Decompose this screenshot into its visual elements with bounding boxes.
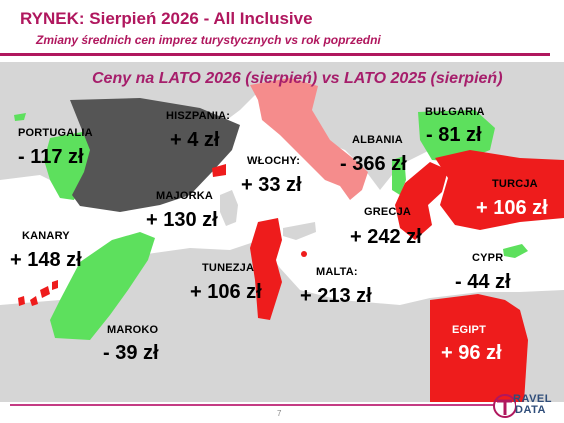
logo-text-line2: DATA <box>515 404 546 416</box>
africa-land <box>0 240 564 402</box>
portugalia-value: - 117 zł <box>18 146 84 168</box>
turcja-value: + 106 zł <box>476 197 548 219</box>
page-subtitle: Zmiany średnich cen imprez turystycznych… <box>36 33 381 47</box>
mediterranean-map <box>0 62 564 402</box>
greece-region <box>395 162 448 240</box>
albania-value: - 366 zł <box>340 153 407 175</box>
majorka-label: MAJORKA <box>156 190 214 202</box>
egipt-label: EGIPT <box>452 324 487 336</box>
bulgaria-value: - 81 zł <box>426 124 482 146</box>
spain-region <box>70 98 240 212</box>
cyprus-island <box>503 244 528 258</box>
logo-mark-icon <box>493 394 516 418</box>
hiszpania-label: HISZPANIA: <box>166 110 231 122</box>
cypr-value: - 44 zł <box>455 271 511 293</box>
wlochy-label: WŁOCHY: <box>247 155 301 167</box>
header-divider <box>0 53 550 56</box>
sardinia-island <box>220 190 238 226</box>
bulgaria-region <box>418 110 495 162</box>
majorca-island <box>212 164 226 177</box>
map-title: Ceny na LATO 2026 (sierpień) vs LATO 202… <box>92 70 503 87</box>
turcja-label: TURCJA <box>492 178 538 190</box>
albania-region <box>392 156 406 195</box>
malta-label: MALTA: <box>316 266 358 278</box>
majorka-value: + 130 zł <box>146 209 218 231</box>
kanary-value: + 148 zł <box>10 249 82 271</box>
italy-region <box>250 78 368 200</box>
malta-island <box>301 251 307 257</box>
tunisia-region <box>250 218 282 320</box>
page-title: RYNEK: Sierpień 2026 - All Inclusive <box>20 9 313 28</box>
portugalia-label: PORTUGALIA <box>18 127 93 139</box>
albania-label: ALBANIA <box>352 134 403 146</box>
footer-divider <box>10 404 495 406</box>
canary-islands <box>18 280 58 306</box>
malta-value: + 213 zł <box>300 285 372 307</box>
sicily-island <box>283 222 316 240</box>
egipt-value: + 96 zł <box>441 342 502 364</box>
maroko-label: MAROKO <box>107 324 159 336</box>
hiszpania-value: + 4 zł <box>170 129 220 151</box>
bulgaria-label: BUŁGARIA <box>425 106 485 118</box>
page-number: 7 <box>277 409 282 418</box>
grecja-value: + 242 zł <box>350 226 422 248</box>
cypr-label: CYPR <box>472 252 504 264</box>
portugal-north-accent <box>14 113 26 121</box>
tunezja-value: + 106 zł <box>190 281 262 303</box>
maroko-value: - 39 zł <box>103 342 159 364</box>
travel-data-logo: RAVEL DATA <box>492 391 558 421</box>
egypt-region <box>430 294 528 402</box>
logo-text-line1: RAVEL <box>513 393 552 405</box>
tunezja-label: TUNEZJA <box>202 262 255 274</box>
grecja-label: GRECJA <box>364 206 412 218</box>
wlochy-value: + 33 zł <box>241 174 302 196</box>
turkey-region <box>435 150 564 230</box>
kanary-label: KANARY <box>22 230 70 242</box>
morocco-region <box>50 232 155 340</box>
